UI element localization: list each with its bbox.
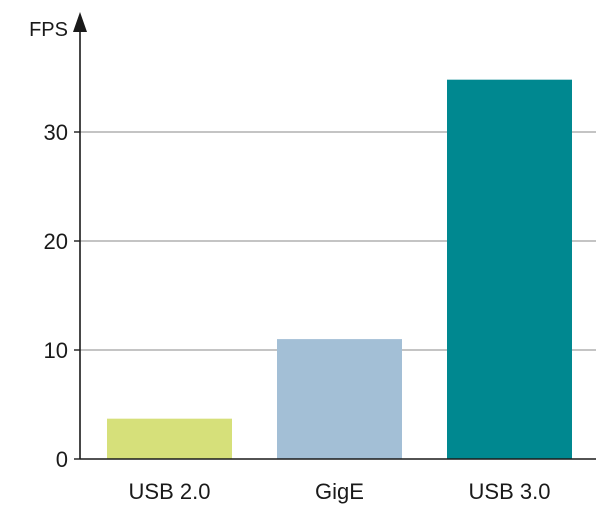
- y-tick-label-30: 30: [44, 120, 68, 145]
- y-tick-labels: 0 10 20 30: [44, 120, 68, 472]
- bar-gige: [277, 339, 402, 459]
- x-label-usb-3-0: USB 3.0: [469, 479, 551, 504]
- y-tick-label-0: 0: [56, 447, 68, 472]
- y-tick-label-20: 20: [44, 229, 68, 254]
- x-label-usb-2-0: USB 2.0: [129, 479, 211, 504]
- bars-layer: [107, 79, 572, 460]
- x-category-labels: USB 2.0 GigE USB 3.0: [129, 479, 551, 504]
- y-axis-title: FPS: [29, 19, 68, 41]
- bar-usb-3-0: [447, 79, 572, 460]
- y-axis-arrowhead: [73, 12, 87, 32]
- y-tick-label-10: 10: [44, 338, 68, 363]
- bar-usb-2-0: [107, 418, 232, 459]
- x-label-gige: GigE: [315, 479, 364, 504]
- axes-layer: FPS: [29, 12, 596, 460]
